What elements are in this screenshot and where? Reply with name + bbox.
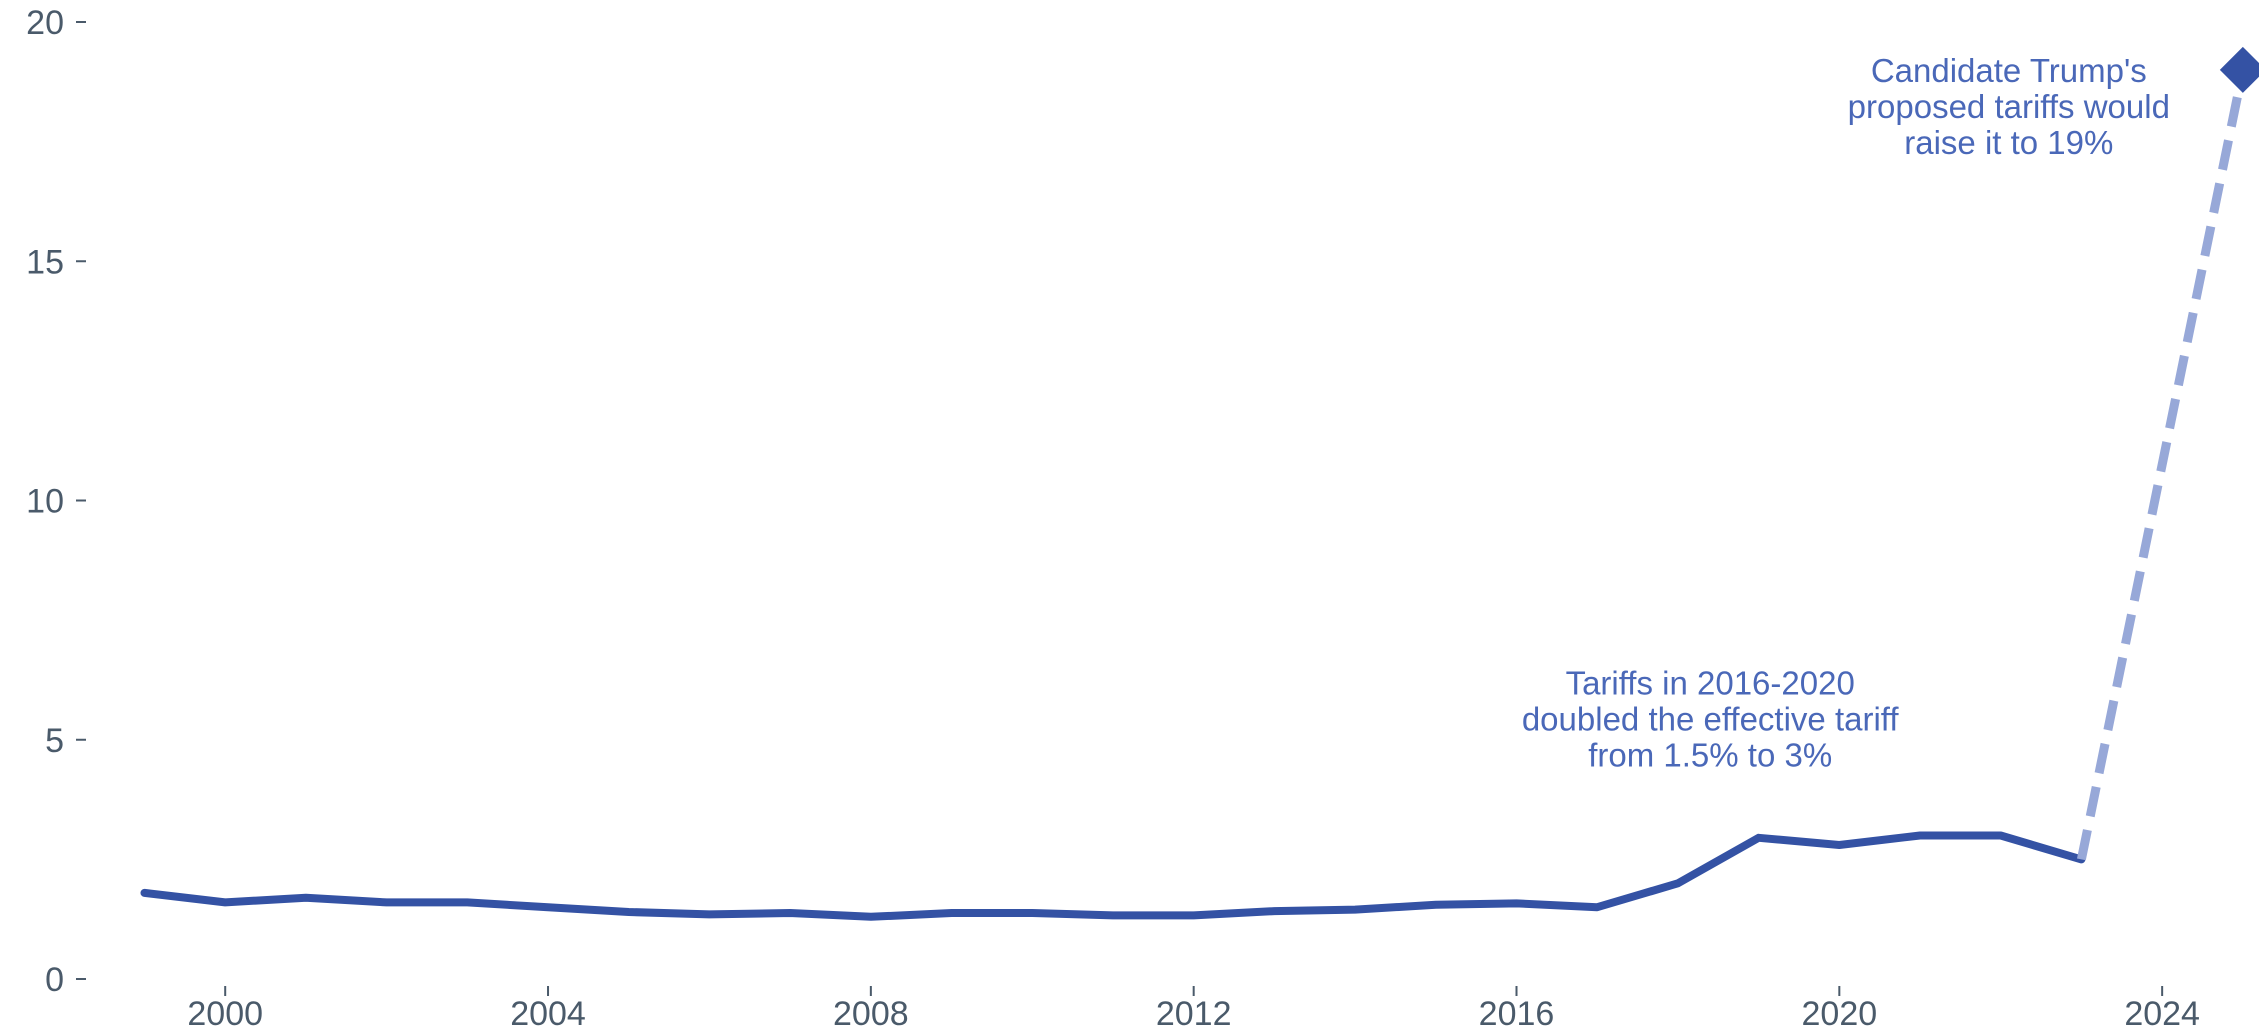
y-axis: 0 5 10 15 20 <box>26 4 86 999</box>
x-tick-label: 2020 <box>1802 995 1878 1031</box>
annotation-line: Tariffs in 2016-2020 <box>1566 664 1855 701</box>
x-tick-label: 2000 <box>187 995 263 1031</box>
y-tick-label: 15 <box>26 243 64 281</box>
x-axis: 2000 2004 2008 2012 2016 2020 2024 <box>187 986 2200 1031</box>
x-tick-label: 2016 <box>1479 995 1555 1031</box>
y-tick-label: 0 <box>45 961 64 999</box>
projection-line <box>2076 68 2248 861</box>
x-tick-label: 2012 <box>1156 995 1232 1031</box>
series-layer <box>140 46 2259 921</box>
y-tick-label: 5 <box>45 722 64 760</box>
x-tick-label: 2004 <box>510 995 586 1031</box>
y-tick-label: 20 <box>26 4 64 42</box>
annotation-line: proposed tariffs would <box>1848 88 2170 125</box>
annotation-line: Candidate Trump's <box>1871 52 2147 89</box>
y-tick-label: 10 <box>26 483 64 521</box>
annotation-line: doubled the effective tariff <box>1522 700 1900 737</box>
x-tick-label: 2024 <box>2124 995 2200 1031</box>
effective-tariff-line <box>140 831 2086 921</box>
annotation-line: from 1.5% to 3% <box>1588 736 1832 773</box>
projection-diamond-marker <box>2219 46 2259 93</box>
x-tick-label: 2008 <box>833 995 909 1031</box>
annotation-line: raise it to 19% <box>1904 124 2113 161</box>
